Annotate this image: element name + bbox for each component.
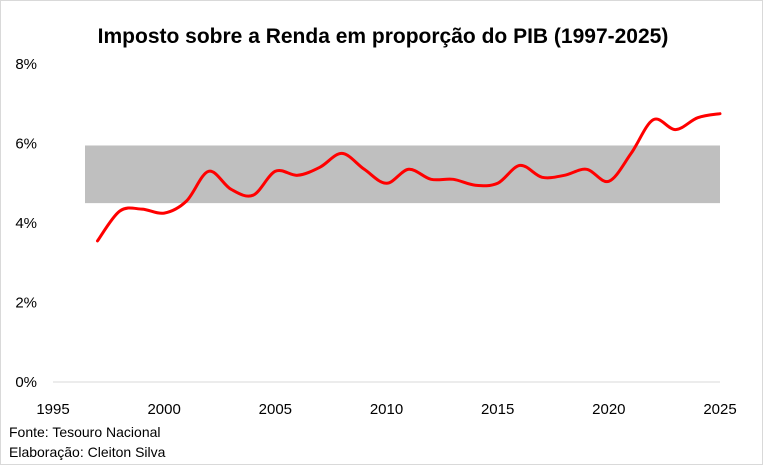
y-tick-label: 0%: [15, 374, 37, 391]
y-tick-label: 6%: [15, 136, 37, 153]
x-tick-label: 2010: [370, 401, 403, 418]
y-tick-label: 4%: [15, 215, 37, 232]
source-note: Fonte: Tesouro Nacional: [9, 424, 161, 440]
series-line: [96, 112, 722, 243]
line-layer: [96, 112, 722, 243]
x-tick-label: 2000: [147, 401, 180, 418]
x-tick-label: 1995: [36, 401, 69, 418]
y-tick-label: 8%: [15, 56, 37, 73]
x-tick-label: 2005: [259, 401, 292, 418]
x-tick-label: 2020: [592, 401, 625, 418]
reference-band: [85, 145, 720, 204]
author-note: Elaboração: Cleiton Silva: [9, 444, 166, 460]
x-tick-label: 2015: [481, 401, 514, 418]
x-tick-label: 2025: [703, 401, 736, 418]
chart-title: Imposto sobre a Renda em proporção do PI…: [98, 25, 669, 48]
label-layer: 0% 2% 4% 6% 8% 1995 2000 2005 2010 2015 2020 2025: [15, 56, 736, 418]
y-tick-label: 2%: [15, 295, 37, 312]
band-layer: [85, 145, 720, 204]
